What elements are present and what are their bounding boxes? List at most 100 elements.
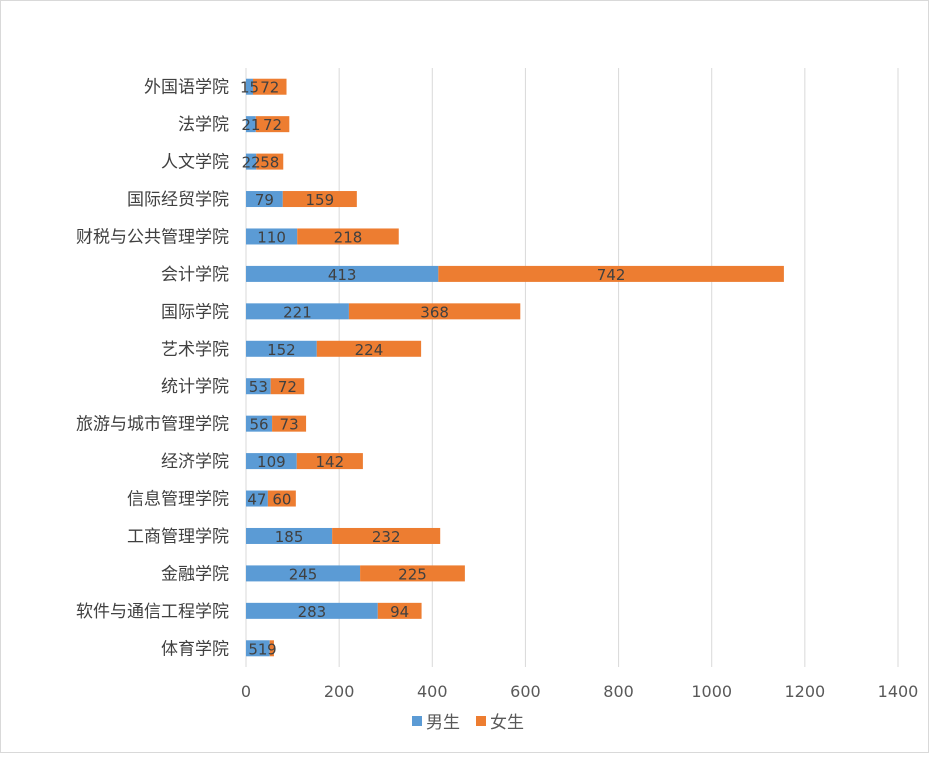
category-label: 法学院 — [178, 115, 229, 135]
bar-female — [296, 453, 363, 470]
x-tick-label: 800 — [603, 682, 634, 701]
legend: 男生 女生 — [412, 713, 524, 733]
bar-value-label: 60 — [272, 491, 291, 509]
bar-value-label: 283 — [298, 603, 327, 621]
bar-value-label: 185 — [275, 528, 304, 546]
bar-male — [246, 340, 317, 357]
bar-value-label: 232 — [372, 528, 401, 546]
bar-value-label: 9 — [267, 640, 277, 658]
bar-female — [297, 228, 399, 245]
category-label: 体育学院 — [161, 639, 229, 659]
x-tick-label: 1200 — [784, 682, 825, 701]
bar-male — [246, 453, 297, 470]
bar-value-label: 245 — [289, 565, 318, 583]
bar-value-label: 221 — [283, 303, 312, 321]
bar-value-label: 72 — [263, 116, 282, 134]
bar-value-label: 142 — [316, 453, 345, 471]
bar-value-label: 94 — [390, 603, 409, 621]
bar-male — [246, 265, 439, 282]
bar-female — [316, 340, 422, 357]
bar-value-label: 109 — [257, 453, 286, 471]
bar-value-label: 413 — [328, 266, 357, 284]
bar-value-label: 218 — [334, 228, 363, 246]
bar-male — [246, 228, 298, 245]
bar-value-label: 15 — [240, 79, 259, 97]
x-tick-label: 0 — [241, 682, 251, 701]
bar-male — [246, 490, 268, 507]
bar-value-label: 56 — [249, 416, 268, 434]
bar-male — [246, 153, 257, 170]
bar-female — [348, 303, 521, 320]
bar-male — [246, 527, 333, 544]
bar-male — [246, 191, 283, 208]
legend-swatch — [412, 716, 422, 726]
bar-value-label: 224 — [355, 341, 384, 359]
bar-female — [255, 116, 290, 133]
x-tick-label: 1000 — [691, 682, 732, 701]
x-tick-label: 1400 — [878, 682, 919, 701]
category-label: 外国语学院 — [144, 78, 229, 98]
category-label: 软件与通信工程学院 — [76, 602, 229, 622]
bar-value-label: 72 — [260, 79, 279, 97]
category-label: 会计学院 — [161, 265, 229, 285]
bar-male — [246, 565, 361, 582]
bar-female — [360, 565, 465, 582]
bar-male — [246, 640, 270, 657]
gridlines — [245, 68, 899, 667]
bar-value-label: 110 — [257, 228, 286, 246]
bar-male — [246, 378, 271, 395]
legend-label: 男生 — [426, 713, 460, 733]
bar-value-label: 47 — [247, 491, 266, 509]
category-label: 旅游与城市管理学院 — [76, 415, 229, 435]
legend-swatch — [476, 716, 486, 726]
bar-male — [246, 303, 349, 320]
category-label: 统计学院 — [161, 377, 229, 397]
bar-value-label: 22 — [242, 154, 261, 172]
bar-female — [438, 265, 784, 282]
bar-male — [246, 415, 273, 432]
bar-value-label: 225 — [398, 565, 427, 583]
bar-male — [246, 602, 378, 619]
bar-female — [267, 490, 296, 507]
category-label: 金融学院 — [161, 564, 229, 584]
x-tick-label: 200 — [324, 682, 355, 701]
x-tick-labels: 0 200 400 600 800 1000 1200 1400 — [241, 682, 918, 701]
bar-value-label: 368 — [420, 303, 449, 321]
bar-value-label: 79 — [255, 191, 274, 209]
category-label: 人文学院 — [161, 153, 229, 173]
bar-value-label: 51 — [248, 640, 267, 658]
x-tick-label: 600 — [510, 682, 541, 701]
bar-female — [272, 415, 307, 432]
bar-value-label: 152 — [267, 341, 296, 359]
bar-female — [269, 640, 274, 657]
bar-female — [282, 191, 357, 208]
category-labels: 外国语学院法学院人文学院国际经贸学院财税与公共管理学院会计学院国际学院艺术学院统… — [76, 78, 229, 660]
bar-female — [270, 378, 305, 395]
bar-value-label: 21 — [241, 116, 260, 134]
bar-value-label: 72 — [278, 378, 297, 396]
category-label: 工商管理学院 — [127, 527, 229, 547]
bar-female — [377, 602, 422, 619]
category-label: 财税与公共管理学院 — [76, 227, 229, 247]
category-label: 国际学院 — [161, 302, 229, 322]
bar-male — [246, 78, 253, 95]
bars — [246, 78, 784, 657]
bar-value-label: 53 — [249, 378, 268, 396]
category-label: 信息管理学院 — [127, 490, 229, 510]
category-label: 经济学院 — [161, 452, 229, 472]
x-tick-label: 400 — [417, 682, 448, 701]
bar-value-label: 73 — [280, 416, 299, 434]
bar-value-label: 742 — [597, 266, 626, 284]
category-label: 艺术学院 — [161, 340, 229, 360]
category-label: 国际经贸学院 — [127, 190, 229, 210]
legend-label: 女生 — [490, 713, 524, 733]
bar-female — [256, 153, 284, 170]
bar-value-label: 58 — [260, 154, 279, 172]
bar-female — [252, 78, 287, 95]
bar-value-label: 159 — [305, 191, 334, 209]
bar-male — [246, 116, 256, 133]
bar-female — [332, 527, 441, 544]
